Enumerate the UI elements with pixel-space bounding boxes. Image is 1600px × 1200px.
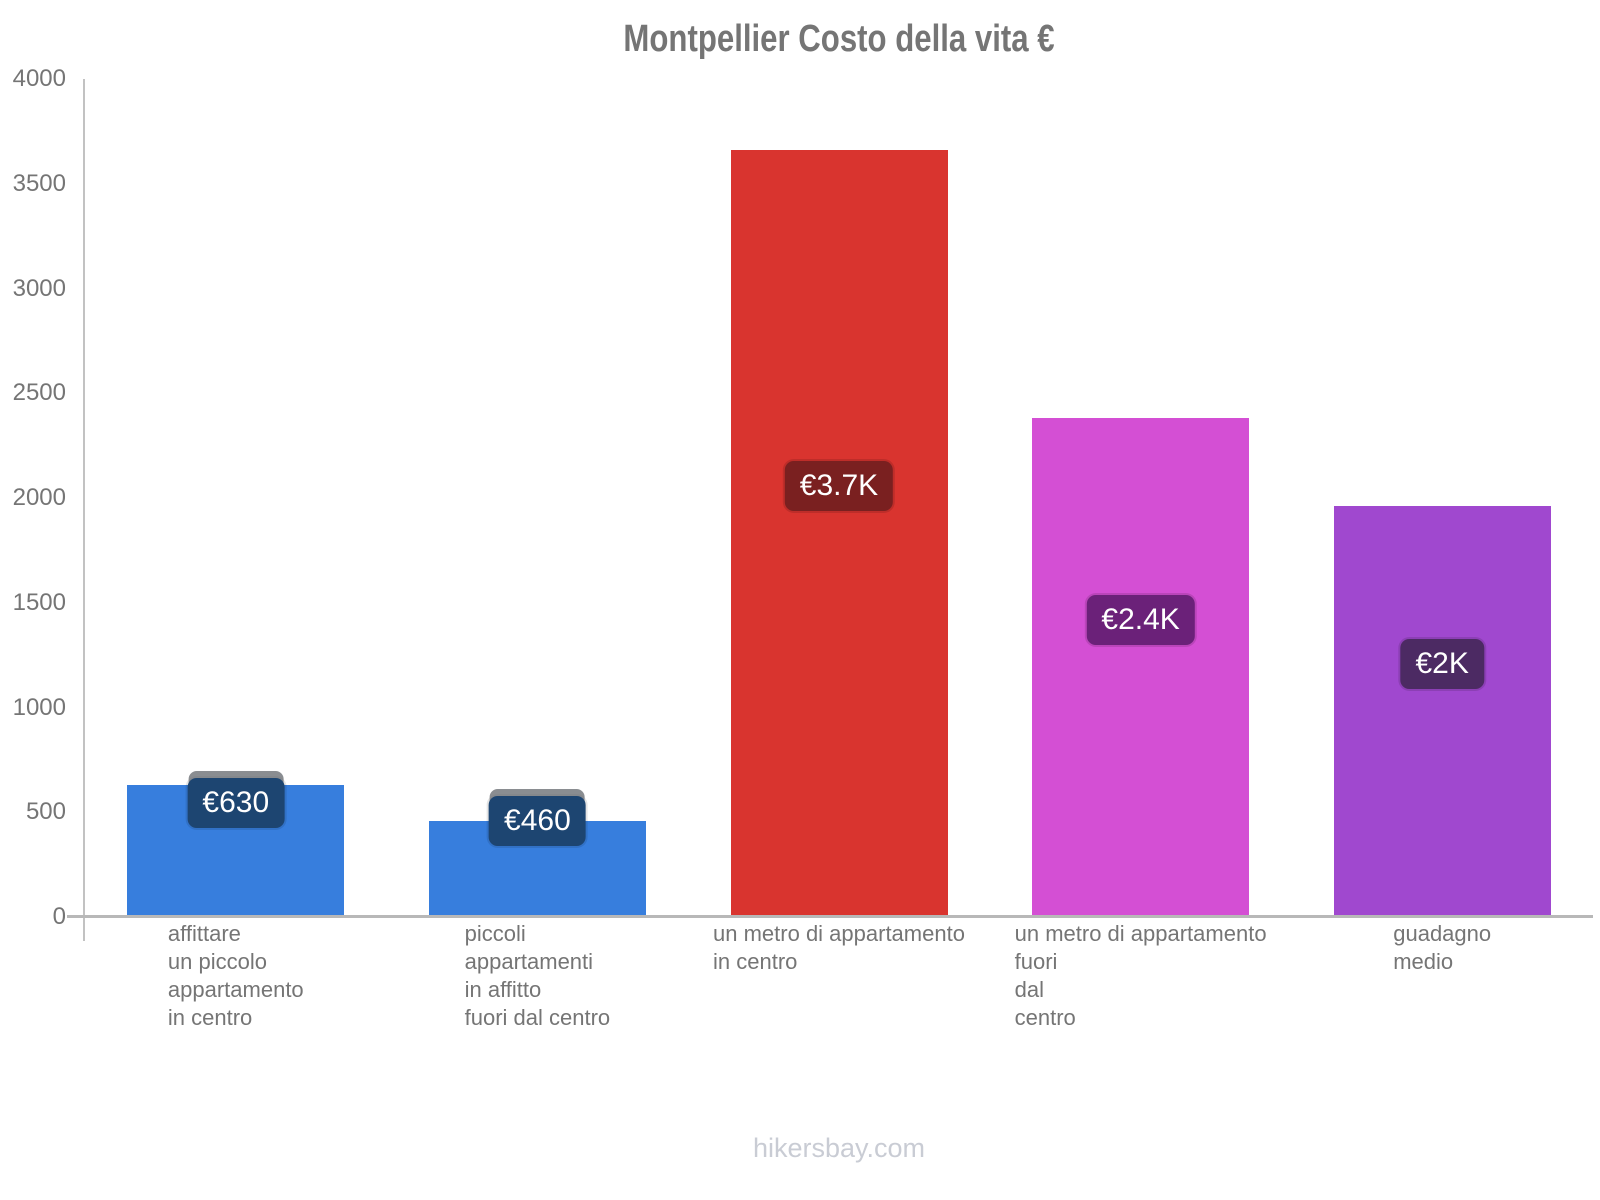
category-label-line: dal bbox=[1014, 977, 1044, 1002]
category-label-line: piccoli bbox=[464, 921, 526, 946]
category-label-text: affittare un piccolo appartamento in centro bbox=[168, 920, 304, 1032]
footer-watermark: hikersbay.com bbox=[752, 1133, 926, 1163]
category-label: un metro di appartamento fuori dal centro bbox=[990, 920, 1292, 1032]
bar-value-badge: €2K bbox=[1400, 638, 1484, 689]
chart-title: Montpellier Costo della vita € bbox=[623, 18, 1055, 60]
bar-value-badge: €3.7K bbox=[784, 460, 894, 511]
category-label-line: medio bbox=[1393, 949, 1454, 974]
x-axis-line bbox=[67, 915, 1593, 918]
category-label-line: in centro bbox=[713, 949, 798, 974]
y-axis-tick-label: 2500 bbox=[12, 379, 66, 407]
y-axis-tick-label: 3500 bbox=[12, 169, 66, 197]
category-label-line: fuori dal centro bbox=[464, 1005, 611, 1030]
bar-value-badge: €630 bbox=[187, 778, 285, 828]
category-label-line: in affitto bbox=[464, 977, 542, 1002]
category-label-text: guadagno medio bbox=[1393, 920, 1491, 976]
y-axis-line bbox=[83, 79, 85, 941]
category-label: guadagno medio bbox=[1291, 920, 1593, 976]
bar-value-badge: €2.4K bbox=[1086, 594, 1195, 645]
category-label-line: un metro di appartamento bbox=[713, 921, 965, 946]
bar bbox=[730, 150, 948, 915]
category-label-line: guadagno bbox=[1393, 921, 1492, 946]
y-axis-tick-label: 3000 bbox=[12, 274, 66, 302]
y-axis-tick-label: 2000 bbox=[12, 484, 66, 511]
category-label-line: appartamenti bbox=[464, 949, 594, 974]
category-label: un metro di appartamento in centro bbox=[688, 920, 990, 976]
y-axis-tick-label: 1500 bbox=[12, 588, 66, 616]
category-label-line: un piccolo bbox=[167, 949, 267, 974]
category-label: piccoli appartamenti in affitto fuori dal c… bbox=[387, 920, 689, 1032]
category-label-line: affittare bbox=[167, 921, 241, 946]
category-label-text: piccoli appartamenti in affitto fuori dal c… bbox=[465, 920, 611, 1032]
category-label: affittare un piccolo appartamento in centro bbox=[85, 920, 387, 1032]
bar bbox=[1032, 418, 1250, 915]
category-label-line: in centro bbox=[167, 1005, 253, 1030]
category-label-line: un metro di appartamento bbox=[1014, 921, 1267, 946]
y-axis-tick-label: 0 bbox=[52, 903, 66, 930]
category-label-text: un metro di appartamento in centro bbox=[713, 920, 965, 976]
bar-value-badge: €460 bbox=[489, 796, 586, 846]
y-axis-tick-label: 500 bbox=[25, 798, 66, 826]
category-label-line: centro bbox=[1014, 1005, 1076, 1030]
y-axis-tick-label: 4000 bbox=[12, 65, 66, 92]
bar bbox=[1333, 506, 1551, 915]
y-axis-tick-label: 1000 bbox=[12, 693, 66, 721]
category-label-line: appartamento bbox=[167, 977, 304, 1002]
category-label-text: un metro di appartamento fuori dal centro bbox=[1015, 920, 1267, 1032]
category-label-line: fuori bbox=[1014, 949, 1058, 974]
